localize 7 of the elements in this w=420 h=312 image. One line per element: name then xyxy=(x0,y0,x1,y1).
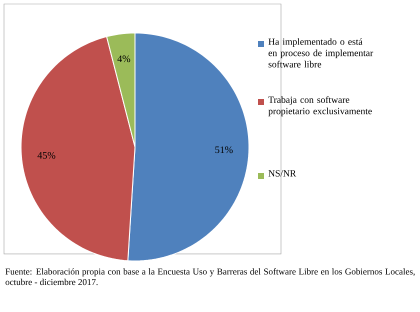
legend-label: Trabaja con software propietario exclusivamente xyxy=(268,96,372,116)
data-label: 45% xyxy=(38,152,56,159)
data-label: 51% xyxy=(215,146,233,154)
legend-label: NS/NR xyxy=(268,170,296,177)
legend-label: Ha implementado o está en proceso de implementar software libre xyxy=(268,38,374,68)
source-note: Fuente: Elaboración propia con base a la Encuesta Uso y Barreras del Software Libre en los Gobiernos Locales, octubre - diciembre 2017. xyxy=(5,268,415,286)
data-label: 4% xyxy=(117,55,130,62)
